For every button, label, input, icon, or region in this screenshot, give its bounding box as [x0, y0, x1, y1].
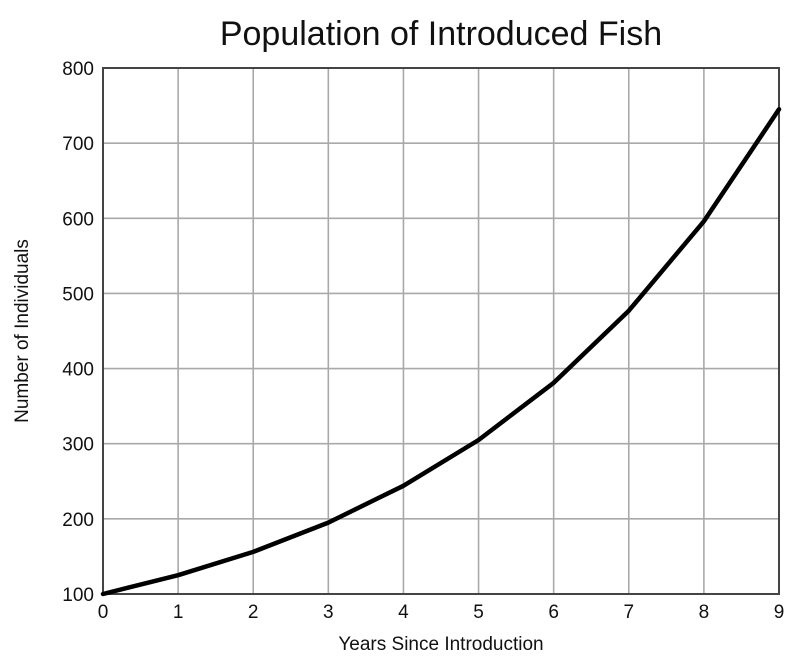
- y-tick-label: 200: [62, 510, 94, 531]
- x-tick-label: 7: [623, 602, 634, 623]
- y-tick-label: 700: [62, 134, 94, 155]
- x-tick-label: 1: [173, 602, 184, 623]
- x-tick-label: 9: [774, 602, 785, 623]
- y-tick-label: 300: [62, 435, 94, 456]
- x-axis-ticks: 0 1 2 3 4 5 6 7 8 9: [98, 602, 785, 623]
- x-tick-label: 2: [248, 602, 259, 623]
- x-axis-label: Years Since Introduction: [338, 634, 543, 655]
- y-axis-label: Number of Individuals: [12, 239, 33, 423]
- y-tick-label: 100: [62, 585, 94, 606]
- x-tick-label: 5: [473, 602, 484, 623]
- x-tick-label: 6: [548, 602, 559, 623]
- x-tick-label: 8: [699, 602, 710, 623]
- y-tick-label: 500: [62, 284, 94, 305]
- series-line: [100, 107, 782, 597]
- chart-title: Population of Introduced Fish: [220, 15, 662, 53]
- x-tick-label: 3: [323, 602, 334, 623]
- y-tick-label: 400: [62, 360, 94, 381]
- plot-area: [102, 67, 780, 595]
- x-tick-label: 0: [98, 602, 109, 623]
- y-tick-label: 600: [62, 209, 94, 230]
- y-axis-ticks: 100 200 300 400 500 600 700 800: [62, 59, 94, 606]
- y-tick-label: 800: [62, 59, 94, 80]
- x-tick-label: 4: [398, 602, 409, 623]
- series-group: [100, 107, 782, 597]
- gridlines: [102, 67, 780, 595]
